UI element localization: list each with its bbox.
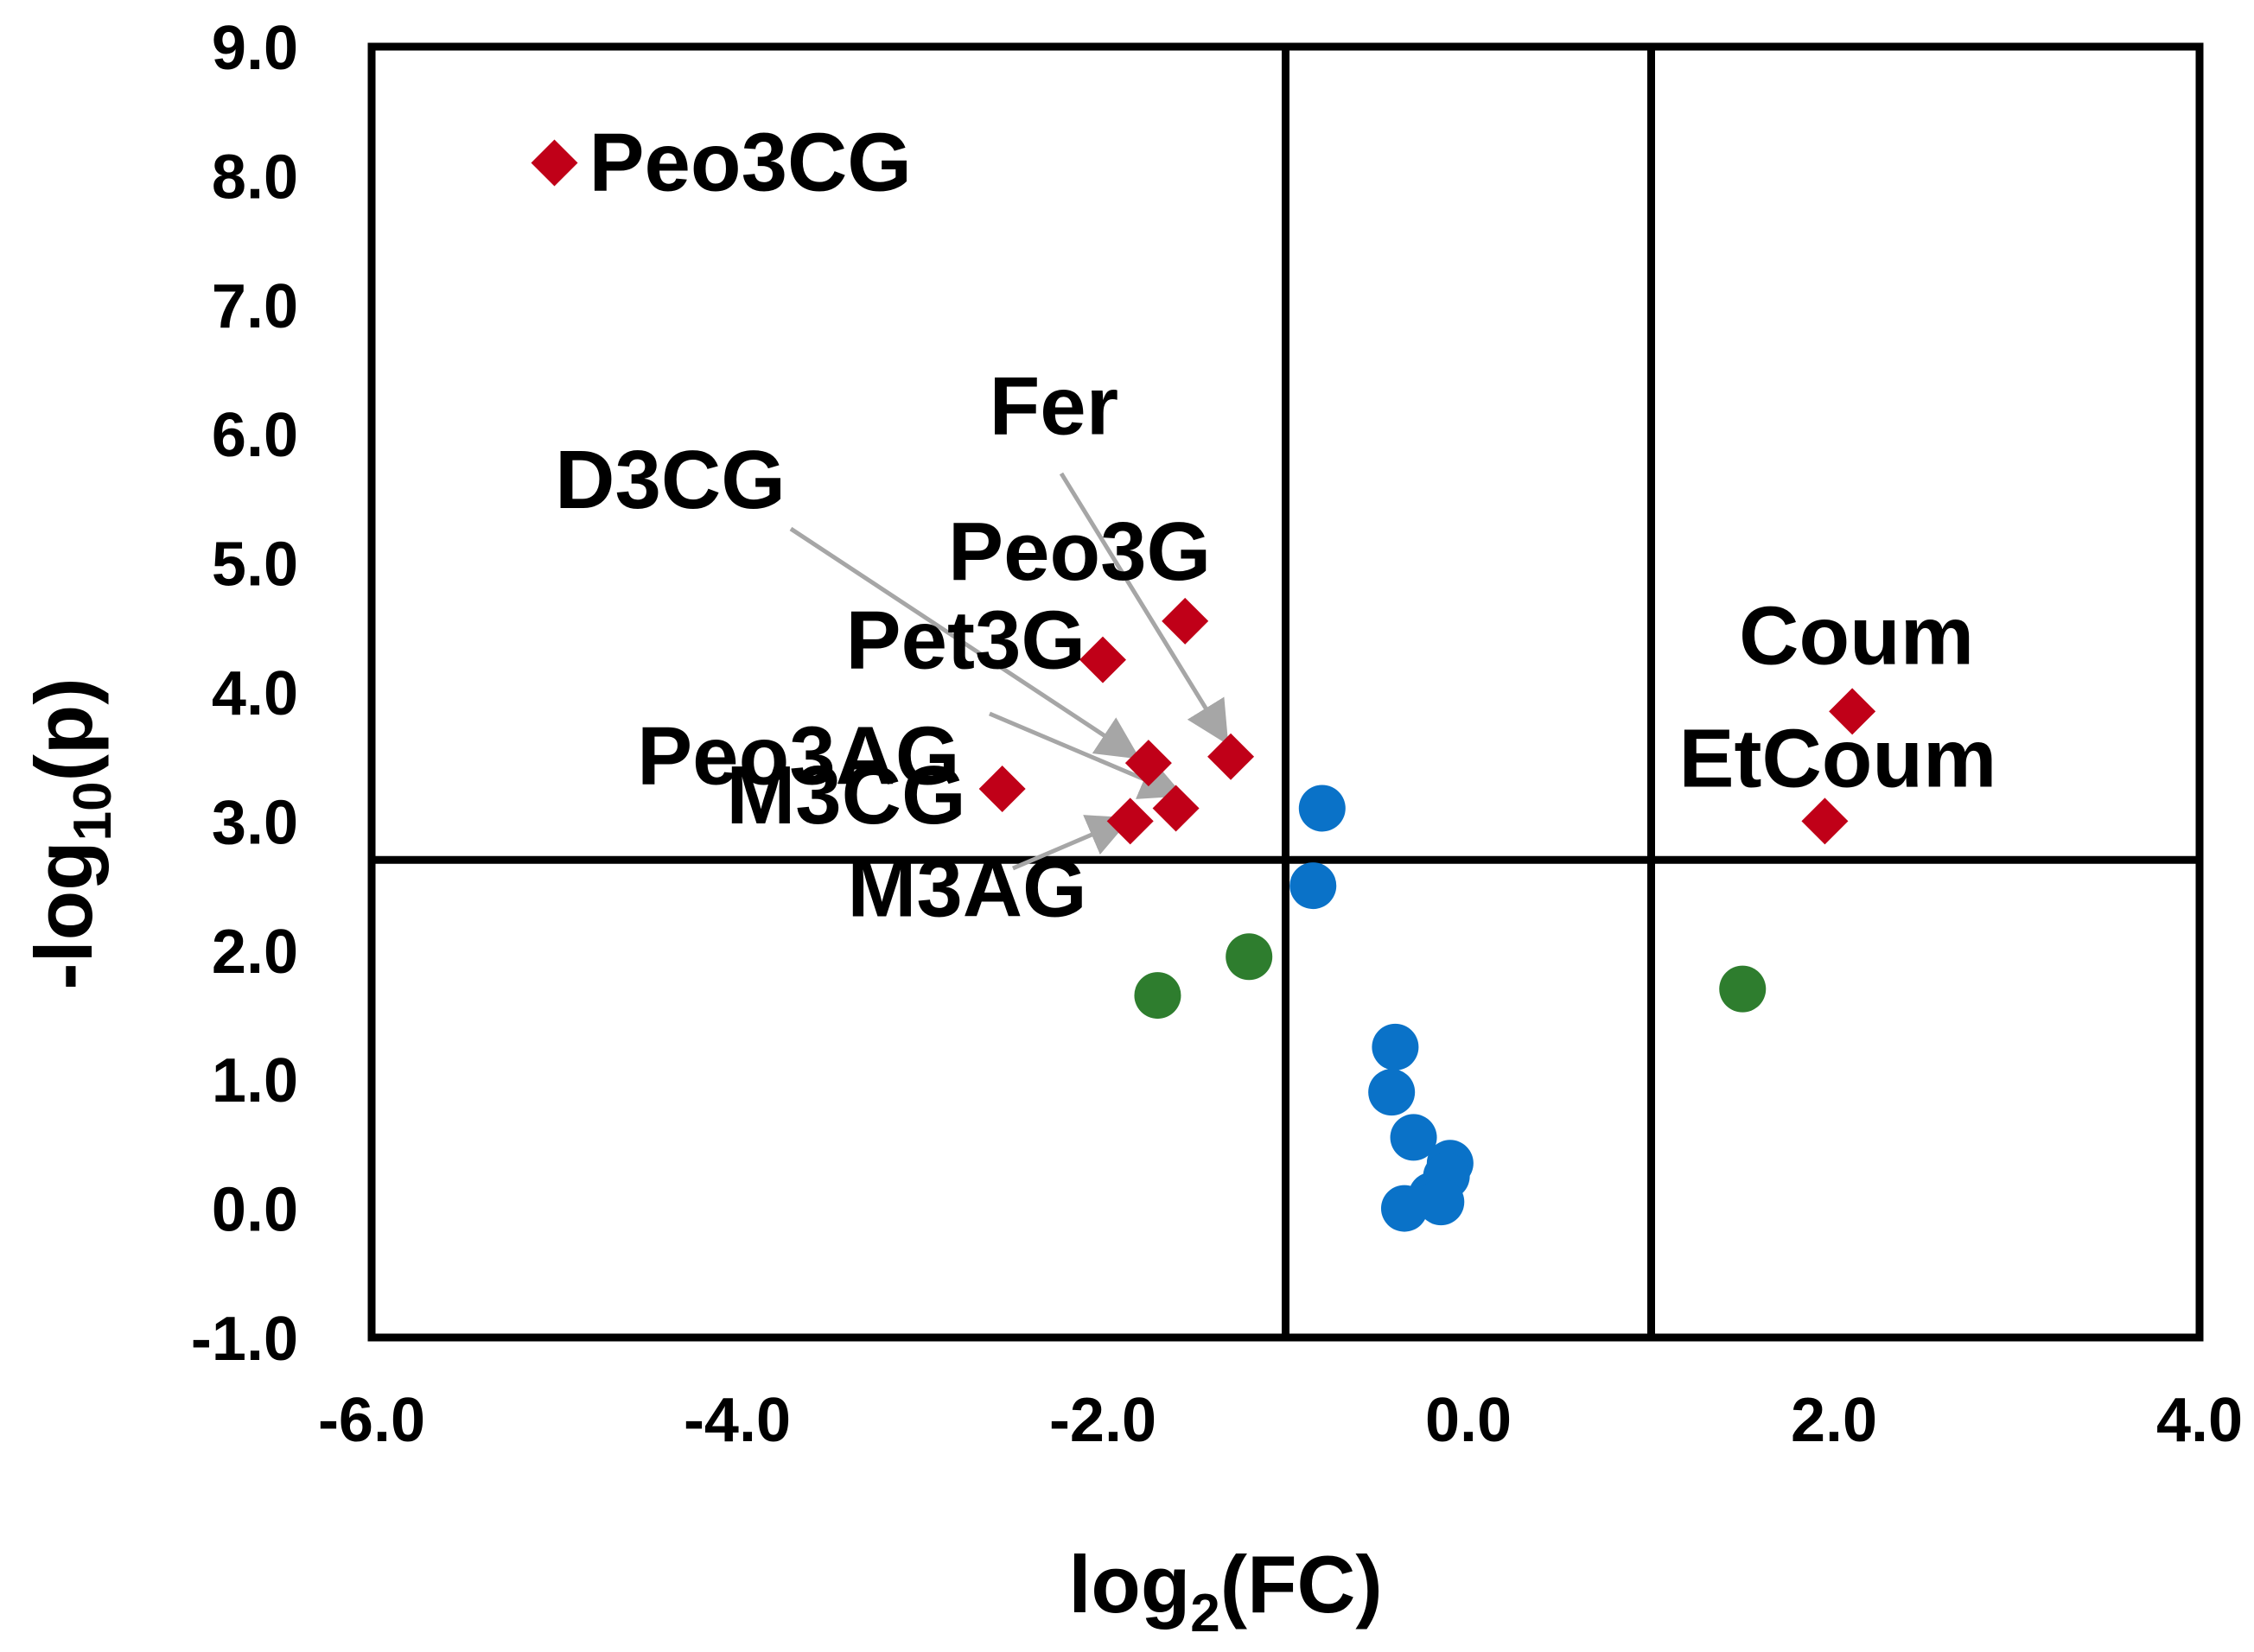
y-tick-label: 2.0 [212, 918, 298, 987]
label-peo3ag: Peo3AG [637, 709, 959, 802]
y-axis-ticks: -1.0 0.0 1.0 2.0 3.0 4.0 5.0 6.0 7.0 8.0 9.0 [191, 14, 298, 1374]
not-significant-point [1289, 862, 1337, 910]
label-peo3g: Peo3G [948, 505, 1211, 598]
point-d3cg [1124, 740, 1172, 787]
y-tick-label: 8.0 [212, 143, 298, 212]
arrow-m3ag [1012, 815, 1131, 871]
point-m3ag [1106, 797, 1154, 845]
point-peo3cg [531, 139, 578, 187]
point-etcoum [1801, 797, 1849, 845]
y-tick-label: 0.0 [212, 1176, 298, 1245]
data-points [531, 139, 1876, 1232]
plot-area [367, 42, 2204, 1342]
label-d3cg: D3CG [555, 434, 786, 526]
arrow-fer [1059, 472, 1229, 746]
y-axis-title-subscript: 10 [63, 781, 123, 841]
y-tick-label: 3.0 [212, 788, 298, 857]
label-peo3cg: Peo3CG [589, 116, 912, 208]
arrow-d3cg [789, 526, 1141, 759]
not-significant-point [1372, 1023, 1419, 1071]
y-tick-label: 4.0 [212, 659, 298, 728]
not-significant-point [1380, 1185, 1428, 1232]
x-axis-title: log2(FC) [1068, 1539, 1382, 1643]
x-tick-label: -4.0 [684, 1386, 791, 1455]
label-m3cg: M3CG [726, 749, 965, 842]
not-significant-point [1298, 785, 1346, 832]
label-fer: Fer [990, 360, 1118, 453]
y-axis-title: -log10(p) [18, 677, 123, 989]
not-significant-point [1417, 1179, 1465, 1226]
y-axis-title-main: -log [18, 841, 109, 989]
y-tick-label: -1.0 [191, 1305, 298, 1374]
label-pet3g: Pet3G [846, 594, 1086, 687]
label-etcoum: EtCoum [1678, 712, 1996, 804]
point-pet3g [1079, 636, 1126, 683]
fold-change-only-point [1226, 933, 1273, 981]
y-axis-title-tail: (p) [18, 677, 109, 781]
label-m3ag: M3AG [847, 842, 1086, 934]
x-tick-label: 2.0 [1791, 1386, 1877, 1455]
x-tick-label: 4.0 [2156, 1386, 2243, 1455]
point-coum [1829, 688, 1876, 735]
fold-change-only-point [1134, 972, 1181, 1020]
point-peo3ag [1152, 785, 1200, 832]
x-axis-ticks: -6.0 -4.0 -2.0 0.0 2.0 4.0 [318, 1386, 2243, 1455]
y-tick-label: 5.0 [212, 531, 298, 600]
y-tick-label: 9.0 [212, 14, 298, 83]
x-tick-label: 0.0 [1425, 1386, 1512, 1455]
not-significant-point [1368, 1069, 1416, 1116]
x-axis-title-tail: (FC) [1220, 1539, 1383, 1630]
y-tick-label: 6.0 [212, 401, 298, 470]
y-tick-label: 1.0 [212, 1046, 298, 1115]
not-significant-point [1390, 1114, 1437, 1161]
point-m3cg [978, 766, 1026, 813]
fold-change-only-point [1719, 965, 1767, 1013]
point-fer [1207, 733, 1255, 780]
x-axis-title-subscript: 2 [1190, 1584, 1219, 1643]
x-axis-title-main: log [1068, 1539, 1190, 1630]
x-tick-label: -2.0 [1049, 1386, 1156, 1455]
annotation-arrows [789, 472, 1229, 871]
point-peo3g [1162, 597, 1209, 645]
label-coum: Coum [1739, 589, 1974, 682]
y-tick-label: 7.0 [212, 272, 298, 341]
x-tick-label: -6.0 [318, 1386, 425, 1455]
